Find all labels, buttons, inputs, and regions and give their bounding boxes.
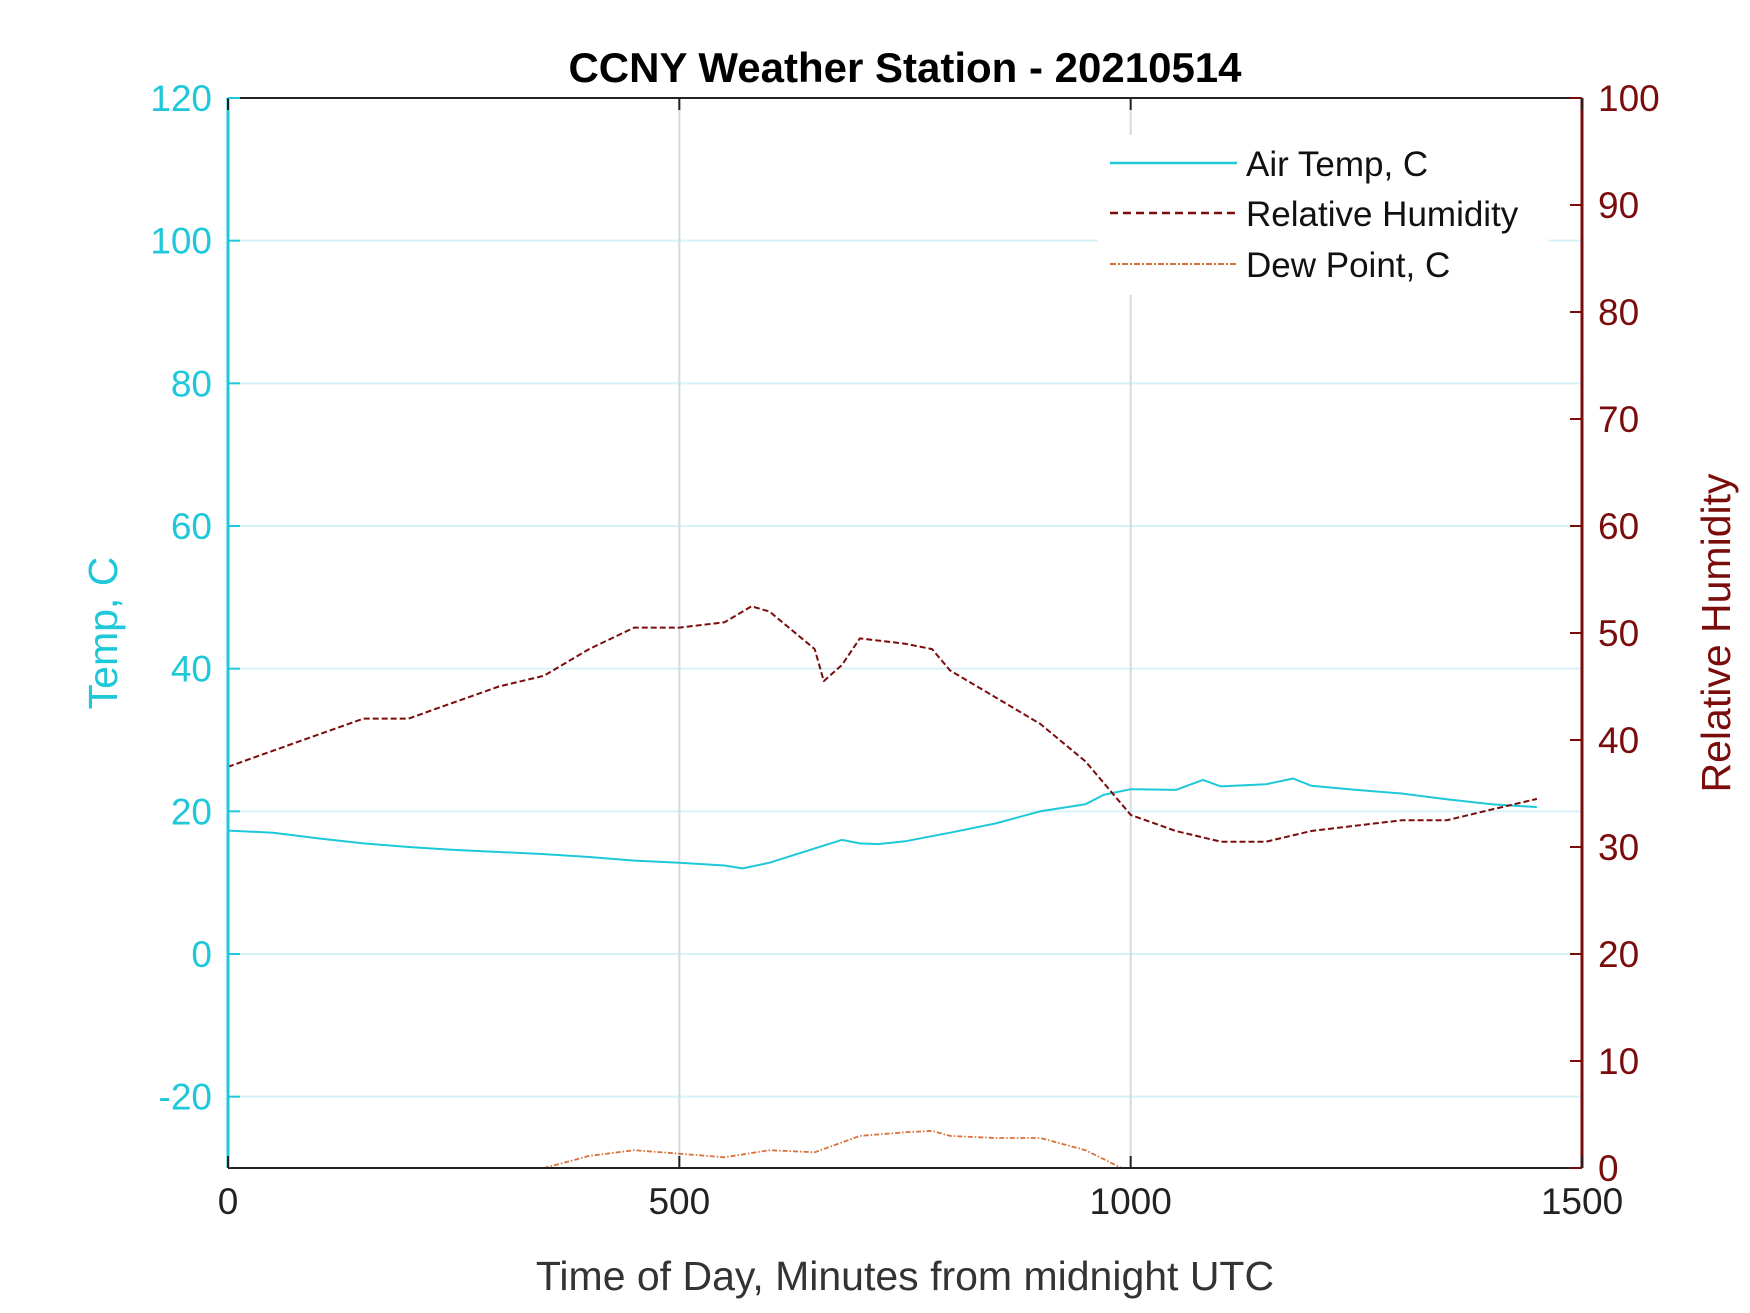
grid-lines <box>228 97 1582 1168</box>
series-layer <box>227 605 1538 1169</box>
y-axis-label-left: Temp, C <box>80 557 126 710</box>
legend-background <box>1098 135 1548 295</box>
series-line-air-temp-c <box>227 777 1537 870</box>
y-right-tick-label-10: 10 <box>1598 1041 1639 1082</box>
tick-layer: 0 500 1000 1500 -20 0 20 40 60 80 100 120 0 10 20 30 40 5… <box>150 78 1659 1222</box>
y-left-tick-label-120: 120 <box>150 78 212 119</box>
y-left-tick-label-40: 40 <box>171 649 212 690</box>
x-tick-label-1000: 1000 <box>1090 1181 1172 1222</box>
y-right-tick-label-0: 0 <box>1598 1148 1619 1189</box>
legend-label-dew-point: Dew Point, C <box>1246 246 1450 285</box>
x-axis-label: Time of Day, Minutes from midnight UTC <box>536 1253 1274 1299</box>
y-left-tick-label-80: 80 <box>171 363 212 404</box>
legend-label-air-temp: Air Temp, C <box>1246 145 1428 184</box>
y-right-tick-label-100: 100 <box>1598 78 1660 119</box>
y-axis-label-right: Relative Humidity <box>1693 473 1739 792</box>
legend-label-relative-humidity: Relative Humidity <box>1246 195 1519 234</box>
series-line-dew-point-c <box>543 1130 1122 1169</box>
chart-title: CCNY Weather Station - 20210514 <box>568 44 1242 91</box>
legend: Air Temp, C Relative Humidity Dew Point,… <box>1098 135 1548 295</box>
y-left-tick-label-60: 60 <box>171 506 212 547</box>
y-right-tick-label-90: 90 <box>1598 185 1639 226</box>
y-right-tick-label-20: 20 <box>1598 934 1639 975</box>
y-left-tick-label--20: -20 <box>159 1077 212 1118</box>
x-tick-label-500: 500 <box>648 1181 710 1222</box>
y-right-tick-label-50: 50 <box>1598 613 1639 654</box>
y-left-tick-label-100: 100 <box>150 221 212 262</box>
y-right-tick-label-40: 40 <box>1598 720 1639 761</box>
y-right-tick-label-60: 60 <box>1598 506 1639 547</box>
series-line-relative-humidity <box>227 605 1538 843</box>
y-right-tick-label-80: 80 <box>1598 292 1639 333</box>
y-left-tick-label-0: 0 <box>191 934 212 975</box>
x-tick-label-1500: 1500 <box>1541 1181 1623 1222</box>
y-left-tick-label-20: 20 <box>171 791 212 832</box>
x-tick-label-0: 0 <box>218 1181 239 1222</box>
y-right-tick-label-70: 70 <box>1598 399 1639 440</box>
y-right-tick-label-30: 30 <box>1598 827 1639 868</box>
